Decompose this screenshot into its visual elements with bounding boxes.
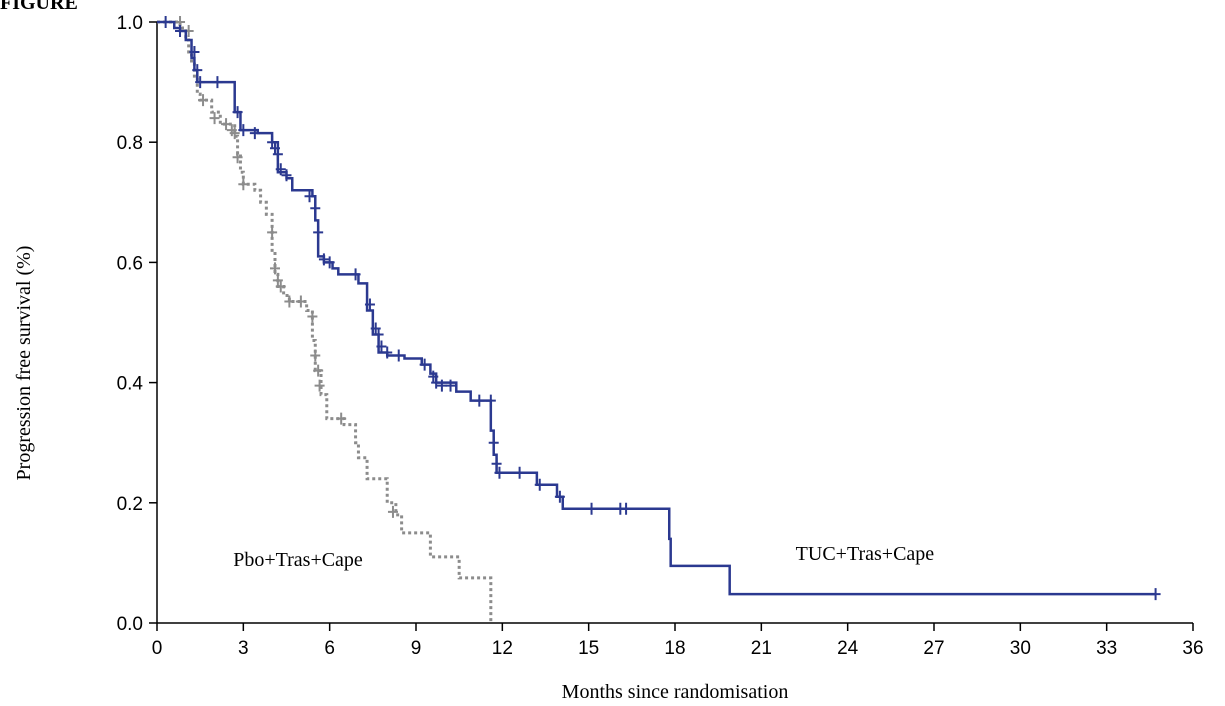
x-tick-label: 0 bbox=[152, 638, 163, 659]
series-label: Pbo+Tras+Cape bbox=[233, 549, 363, 571]
censor-mark bbox=[267, 226, 278, 239]
censor-mark bbox=[281, 169, 292, 182]
x-tick-label: 33 bbox=[1096, 638, 1117, 659]
censor-mark bbox=[485, 394, 496, 407]
censor-mark bbox=[1150, 588, 1161, 601]
series-label: TUC+Tras+Cape bbox=[796, 543, 935, 565]
censor-mark bbox=[419, 358, 430, 371]
censor-mark bbox=[534, 478, 545, 491]
x-tick-label: 15 bbox=[578, 638, 599, 659]
censor-mark bbox=[428, 370, 439, 383]
censor-mark bbox=[350, 268, 361, 281]
y-tick-label: 0.4 bbox=[117, 374, 144, 395]
censor-mark bbox=[209, 112, 220, 125]
x-axis-title: Months since randomisation bbox=[562, 681, 789, 703]
censor-mark bbox=[387, 505, 398, 518]
censor-mark bbox=[232, 106, 243, 119]
censor-mark bbox=[310, 202, 321, 215]
censor-mark bbox=[295, 295, 306, 308]
censor-mark bbox=[313, 364, 324, 377]
censor-mark bbox=[318, 253, 329, 266]
censor-mark bbox=[232, 151, 243, 164]
censor-mark bbox=[275, 163, 286, 176]
censor-mark bbox=[272, 274, 283, 287]
y-axis-title: Progression free survival (%) bbox=[13, 246, 35, 481]
censor-mark bbox=[376, 340, 387, 353]
y-tick-label: 0.8 bbox=[117, 133, 143, 154]
censor-mark bbox=[364, 298, 375, 311]
censor-mark bbox=[195, 76, 206, 89]
censor-mark bbox=[284, 295, 295, 308]
x-tick-label: 12 bbox=[492, 638, 513, 659]
x-tick-label: 3 bbox=[238, 638, 249, 659]
x-tick-label: 30 bbox=[1010, 638, 1031, 659]
censor-mark bbox=[313, 226, 324, 239]
censor-mark bbox=[229, 127, 240, 140]
axes: 0 3 6 9 12 15 18 21 24 27 30 33 360.00.20.40.60.81.0 bbox=[117, 13, 1204, 659]
censor-mark bbox=[221, 118, 232, 131]
x-tick-label: 6 bbox=[324, 638, 335, 659]
censor-mark bbox=[494, 466, 505, 479]
censor-mark bbox=[269, 262, 280, 275]
x-tick-label: 9 bbox=[411, 638, 422, 659]
x-tick-label: 27 bbox=[923, 638, 944, 659]
figure-label: FIGURE bbox=[0, 0, 78, 14]
series-tuc-tras-cape bbox=[157, 16, 1161, 601]
censor-mark bbox=[160, 16, 171, 28]
censor-mark bbox=[373, 328, 384, 341]
censor-mark bbox=[514, 466, 525, 479]
censor-mark bbox=[491, 457, 502, 470]
censor-mark bbox=[238, 178, 249, 191]
y-tick-label: 0.0 bbox=[117, 614, 143, 635]
survival-curve bbox=[157, 20, 1156, 596]
censor-mark bbox=[192, 64, 203, 77]
survival-curve bbox=[157, 20, 493, 623]
censor-mark bbox=[445, 379, 456, 392]
y-tick-label: 0.6 bbox=[117, 253, 143, 274]
censor-mark bbox=[474, 394, 485, 407]
x-tick-label: 36 bbox=[1182, 638, 1203, 659]
censor-mark bbox=[267, 136, 278, 149]
censor-mark bbox=[314, 379, 325, 392]
censor-mark bbox=[431, 376, 442, 389]
censor-mark bbox=[324, 256, 335, 269]
censor-mark bbox=[307, 310, 318, 323]
series-layer bbox=[157, 16, 1161, 623]
censor-mark bbox=[198, 94, 209, 107]
x-tick-label: 24 bbox=[837, 638, 859, 659]
censor-mark bbox=[336, 412, 347, 425]
censor-mark bbox=[212, 76, 223, 89]
y-tick-label: 0.2 bbox=[117, 494, 143, 515]
censor-mark bbox=[382, 346, 393, 359]
censor-mark bbox=[275, 280, 286, 293]
series-pbo-tras-cape bbox=[157, 16, 493, 623]
censor-mark bbox=[310, 349, 321, 362]
censor-mark bbox=[554, 490, 565, 503]
censor-mark bbox=[238, 124, 249, 137]
censor-mark bbox=[304, 190, 315, 203]
censor-mark bbox=[272, 148, 283, 161]
censor-mark bbox=[488, 436, 499, 449]
x-tick-label: 18 bbox=[664, 638, 685, 659]
y-tick-label: 1.0 bbox=[117, 13, 143, 34]
censor-mark bbox=[175, 25, 186, 38]
censor-mark bbox=[189, 46, 200, 59]
censor-mark bbox=[393, 349, 404, 362]
censor-mark bbox=[269, 142, 280, 155]
labels-layer: Pbo+Tras+Cape TUC+Tras+Cape bbox=[233, 543, 934, 571]
x-tick-label: 21 bbox=[751, 638, 772, 659]
censor-mark bbox=[370, 322, 381, 335]
censor-mark bbox=[621, 502, 632, 515]
censor-mark bbox=[586, 502, 597, 515]
censor-mark bbox=[436, 379, 447, 392]
censor-mark bbox=[249, 127, 260, 140]
